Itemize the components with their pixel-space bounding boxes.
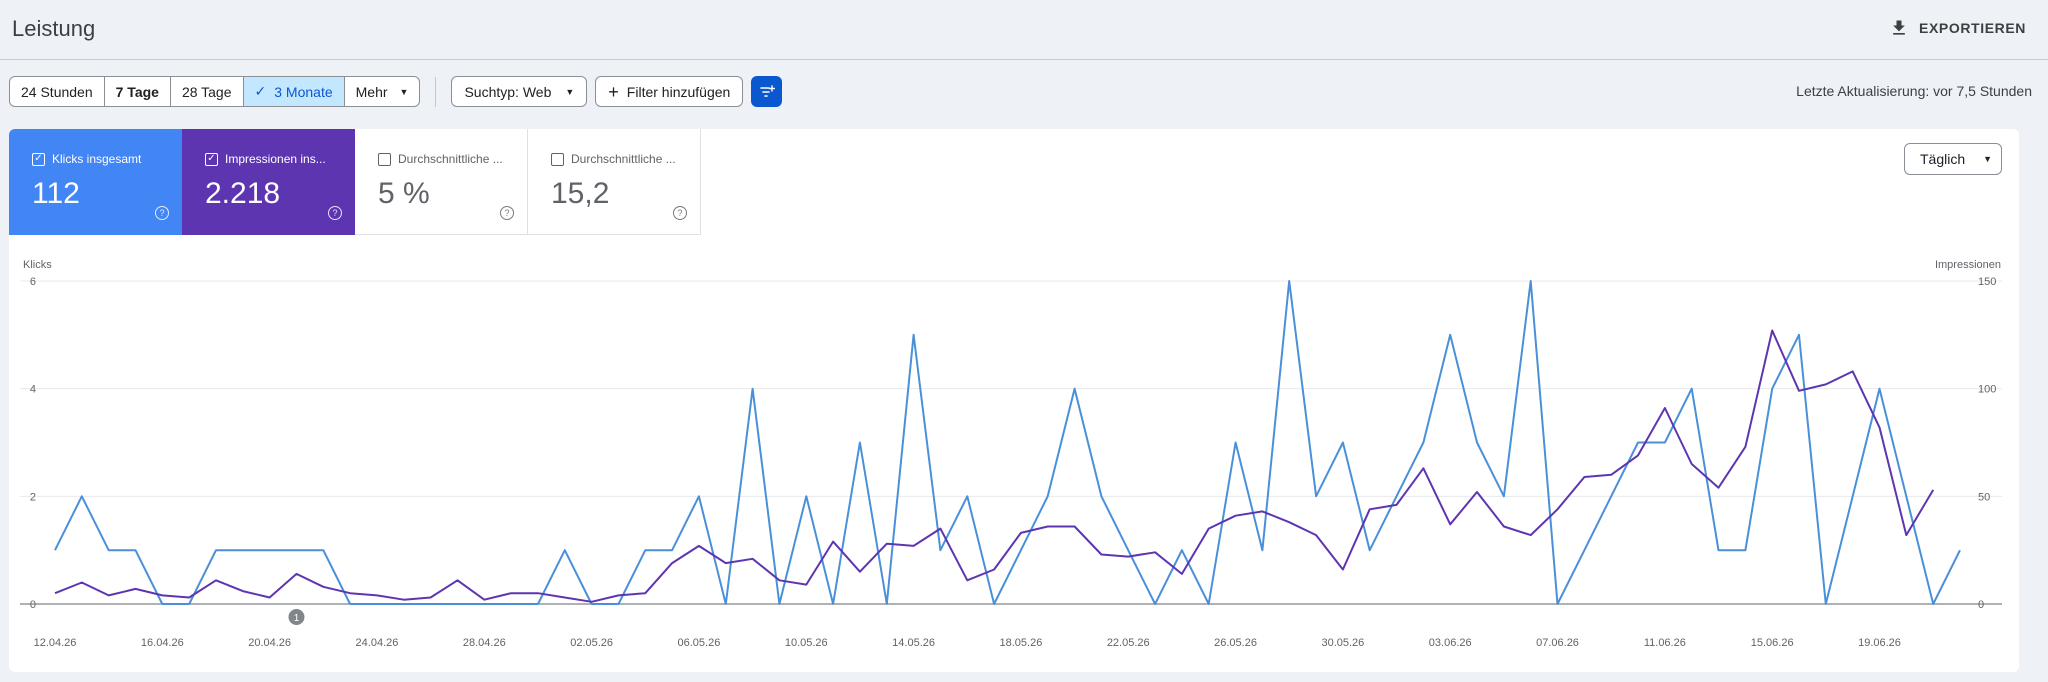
- metric-label-text: Klicks insgesamt: [52, 152, 142, 166]
- y-left-axis-title: Klicks: [23, 259, 52, 271]
- metric-card-clicks[interactable]: ✓ Klicks insgesamt 112 ?: [9, 129, 182, 235]
- metric-label: ✓ Klicks insgesamt: [32, 152, 141, 166]
- range-7-days[interactable]: 7 Tage: [103, 77, 170, 106]
- x-tick-label: 02.05.26: [570, 637, 613, 649]
- date-range-selector: 24 Stunden 7 Tage 28 Tage ✓ 3 Monate Mehr…: [9, 76, 421, 107]
- page-header: Leistung EXPORTIEREN: [0, 0, 2048, 60]
- x-tick-label: 26.05.26: [1214, 637, 1257, 649]
- y-right-tick-label: 100: [1978, 384, 1996, 396]
- compare-filter-button[interactable]: [751, 76, 783, 107]
- x-tick-label: 07.06.26: [1536, 637, 1579, 649]
- checkbox-unchecked-icon: [551, 152, 564, 166]
- toolbar: 24 Stunden 7 Tage 28 Tage ✓ 3 Monate Mehr…: [9, 76, 783, 107]
- granularity-dropdown[interactable]: Täglich ▼: [1904, 143, 2002, 175]
- metric-card-ctr[interactable]: Durchschnittliche ... 5 % ?: [355, 129, 528, 235]
- add-filter-label: Filter hinzufügen: [626, 83, 731, 100]
- check-icon: ✓: [254, 83, 267, 99]
- checkbox-checked-icon: ✓: [32, 152, 45, 166]
- x-tick-label: 19.06.26: [1858, 637, 1901, 649]
- series-line-clicks: [54, 280, 1961, 605]
- search-type-label: Suchtyp: Web: [464, 83, 552, 100]
- download-icon: [1893, 20, 1905, 35]
- metric-label: ✓ Impressionen ins...: [205, 152, 326, 166]
- range-more-dropdown[interactable]: Mehr ▼: [343, 77, 420, 106]
- caret-down-icon: ▼: [399, 86, 409, 97]
- range-label: 7 Tage: [115, 83, 159, 100]
- x-tick-label: 28.04.26: [463, 637, 506, 649]
- annotation-marker: [288, 609, 305, 625]
- search-type-dropdown[interactable]: Suchtyp: Web ▼: [451, 76, 588, 107]
- performance-chart: Klicks Impressionen 0 2 4 6 0 50 100 150 12.04.26 1…: [20, 259, 2002, 649]
- export-label: EXPORTIEREN: [1919, 20, 2026, 36]
- plus-icon: +: [608, 81, 619, 102]
- caret-down-icon: ▼: [1983, 154, 1993, 164]
- range-28-days[interactable]: 28 Tage: [169, 77, 243, 106]
- checkbox-unchecked-icon: [378, 152, 391, 166]
- help-icon[interactable]: ?: [500, 206, 514, 220]
- toolbar-divider: [435, 76, 437, 107]
- series-line-impressions: [54, 329, 1935, 603]
- granularity-label: Täglich: [1920, 151, 1966, 167]
- metric-label-text: Impressionen ins...: [225, 152, 326, 166]
- metric-value: 2.218: [205, 177, 281, 210]
- x-tick-label: 24.04.26: [356, 637, 399, 649]
- x-tick-label: 14.05.26: [892, 637, 935, 649]
- range-3-months[interactable]: ✓ 3 Monate: [242, 77, 344, 106]
- x-tick-label: 06.05.26: [678, 637, 721, 649]
- y-left-tick-label: 4: [30, 384, 36, 396]
- help-icon[interactable]: ?: [328, 206, 342, 220]
- metric-value: 112: [32, 177, 80, 210]
- metric-label: Durchschnittliche ...: [551, 152, 676, 166]
- x-tick-label: 12.04.26: [34, 637, 77, 649]
- y-right-tick-label: 0: [1978, 599, 1984, 611]
- last-update-text: Letzte Aktualisierung: vor 7,5 Stunden: [1796, 83, 2032, 99]
- y-left-tick-label: 6: [30, 276, 36, 288]
- x-tick-label: 03.06.26: [1429, 637, 1472, 649]
- add-filter-button[interactable]: + Filter hinzufügen: [595, 76, 744, 107]
- range-label: 28 Tage: [181, 83, 232, 100]
- page-title: Leistung: [12, 16, 96, 41]
- metric-value: 5 %: [378, 177, 430, 210]
- x-tick-label: 11.06.26: [1644, 637, 1686, 649]
- range-label: 24 Stunden: [21, 83, 93, 100]
- metric-card-impressions[interactable]: ✓ Impressionen ins... 2.218 ?: [182, 129, 355, 235]
- annotation-label: 1: [294, 613, 300, 624]
- y-right-tick-label: 150: [1978, 276, 1996, 288]
- metric-label: Durchschnittliche ...: [378, 152, 503, 166]
- x-tick-label: 30.05.26: [1321, 637, 1364, 649]
- y-right-axis-title: Impressionen: [1935, 259, 2001, 271]
- help-icon[interactable]: ?: [155, 206, 169, 220]
- filter-add-icon: [760, 84, 775, 97]
- performance-card: ✓ Klicks insgesamt 112 ? ✓ Impressionen in…: [9, 129, 2019, 672]
- x-tick-label: 16.04.26: [141, 637, 184, 649]
- y-left-tick-label: 0: [30, 599, 36, 611]
- metric-label-text: Durchschnittliche ...: [571, 152, 676, 166]
- y-right-tick-label: 50: [1978, 491, 1990, 503]
- x-tick-label: 15.06.26: [1751, 637, 1794, 649]
- checkbox-checked-icon: ✓: [205, 152, 218, 166]
- x-tick-label: 10.05.26: [785, 637, 828, 649]
- x-tick-label: 18.05.26: [1000, 637, 1043, 649]
- export-button[interactable]: EXPORTIEREN: [1889, 18, 2026, 38]
- metric-label-text: Durchschnittliche ...: [398, 152, 503, 166]
- x-tick-label: 20.04.26: [248, 637, 291, 649]
- help-icon[interactable]: ?: [673, 206, 687, 220]
- metric-card-position[interactable]: Durchschnittliche ... 15,2 ?: [528, 129, 701, 235]
- range-label: 3 Monate: [274, 83, 333, 100]
- range-24-hours[interactable]: 24 Stunden: [10, 77, 104, 106]
- caret-down-icon: ▼: [565, 86, 575, 97]
- metric-value: 15,2: [551, 177, 610, 210]
- x-tick-label: 22.05.26: [1107, 637, 1150, 649]
- y-left-tick-label: 2: [30, 491, 36, 503]
- range-label: Mehr: [355, 83, 388, 100]
